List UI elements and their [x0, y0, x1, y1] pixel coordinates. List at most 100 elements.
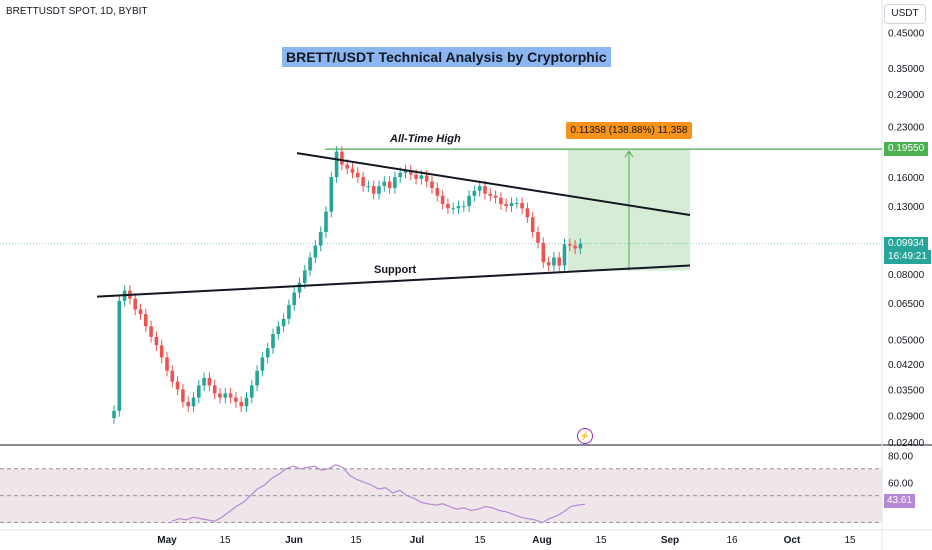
candle-body	[499, 197, 503, 204]
price-tick-label: 0.45000	[888, 29, 925, 40]
candle-body	[318, 232, 323, 246]
time-tick-label: Aug	[532, 535, 551, 546]
price-tick-label: 0.02900	[888, 412, 925, 423]
measure-label: 0.11358 (138.88%) 11,358	[566, 122, 692, 139]
last-price-tag: 0.09934	[884, 237, 929, 251]
price-tick-label: 0.29000	[888, 90, 925, 101]
candle-body	[562, 244, 567, 266]
rsi-line	[171, 464, 586, 524]
time-tick-label: Oct	[784, 535, 801, 546]
target-zone	[0, 148, 882, 271]
candle-body	[234, 397, 238, 402]
candle-body	[350, 168, 355, 173]
candle-body	[440, 195, 445, 204]
candle-body	[525, 208, 530, 218]
candle-body	[536, 232, 540, 243]
candle-body	[568, 244, 572, 246]
candle-body	[175, 381, 180, 390]
candle-body	[424, 175, 429, 182]
time-tick-label: 15	[844, 535, 856, 546]
candle-body	[515, 202, 519, 204]
price-tick-label: 0.16000	[888, 173, 925, 184]
rsi-tick-label: 60.00	[888, 478, 913, 489]
price-tick-label: 0.05000	[888, 336, 925, 347]
candle-body	[393, 177, 397, 189]
candle-body	[334, 151, 339, 178]
candle-body	[329, 177, 334, 212]
candle-body	[456, 206, 461, 209]
candle-body	[409, 170, 413, 175]
candle-body	[467, 195, 471, 207]
candle-body	[117, 300, 122, 411]
candle-body	[324, 211, 328, 233]
candle-body	[377, 186, 381, 194]
candle-body	[218, 393, 222, 398]
chart-title: BRETT/USDT Technical Analysis by Cryptor…	[282, 47, 611, 67]
candle-body	[308, 257, 312, 271]
candle-body	[345, 164, 349, 169]
candle-body	[287, 305, 291, 319]
countdown-tag: 16:49:21	[884, 250, 931, 264]
candle-body	[133, 298, 137, 310]
time-tick-label: Jul	[410, 535, 425, 546]
candle-body	[414, 174, 418, 179]
candle-body	[340, 151, 344, 165]
candle-body	[271, 334, 275, 349]
price-tick-label: 0.08000	[888, 270, 925, 281]
rsi-tick-label: 80.00	[888, 451, 913, 462]
time-axis: May 15 Jun 15 Jul 15 Aug 15 Sep 16 Oct 15	[157, 535, 856, 546]
candle-body	[223, 393, 228, 398]
rsi-pane: 80.00 60.00	[0, 451, 913, 524]
candle-body	[398, 172, 402, 178]
time-tick-label: 16	[726, 535, 738, 546]
trendlines	[96, 152, 691, 298]
candle-body	[552, 257, 556, 266]
price-tick-label: 0.35000	[888, 64, 925, 75]
candle-body	[451, 208, 455, 210]
candle-body	[292, 292, 296, 306]
candle-body	[165, 357, 169, 371]
price-tick-label: 0.04200	[888, 360, 925, 371]
target-price-tag: 0.19550	[884, 142, 929, 156]
candle-body	[483, 186, 487, 194]
ath-label: All-Time High	[390, 133, 461, 145]
candle-body	[578, 243, 583, 249]
price-tick-label: 0.23000	[888, 122, 925, 133]
candle-body	[504, 203, 508, 207]
candle-body	[472, 190, 477, 196]
candle-body	[207, 377, 212, 386]
price-tick-label: 0.03500	[888, 385, 925, 396]
currency-button[interactable]: USDT	[884, 4, 926, 24]
candle-body	[435, 188, 440, 196]
time-tick-label: 15	[350, 535, 362, 546]
candle-body	[159, 345, 164, 358]
candle-body	[144, 314, 148, 327]
symbol-header: BRETTUSDT SPOT, 1D, BYBIT	[6, 6, 148, 17]
time-tick-label: Sep	[661, 535, 679, 546]
candle-body	[138, 309, 143, 315]
candle-body	[361, 177, 365, 187]
candle-body	[250, 385, 254, 398]
candle-body	[255, 370, 259, 386]
candle-body	[244, 397, 249, 407]
candle-body	[488, 193, 493, 196]
candle-body	[303, 270, 307, 283]
lightning-icon[interactable]: ⚡	[577, 428, 593, 444]
candle-body	[573, 245, 577, 249]
candle-body	[281, 318, 286, 327]
candle-body	[509, 202, 514, 207]
candle-body	[541, 242, 546, 263]
candle-body	[197, 385, 201, 398]
candle-body	[493, 195, 498, 198]
candle-body	[557, 257, 561, 266]
candle-body	[186, 401, 190, 407]
candle-body	[202, 377, 206, 386]
candle-body	[430, 181, 434, 189]
candle-body	[403, 170, 408, 173]
time-tick-label: May	[157, 535, 177, 546]
candle-body	[154, 336, 159, 346]
price-axis: 0.45000 0.35000 0.29000 0.23000 0.16000 0.130…	[888, 29, 925, 449]
support-trendline	[96, 264, 691, 298]
